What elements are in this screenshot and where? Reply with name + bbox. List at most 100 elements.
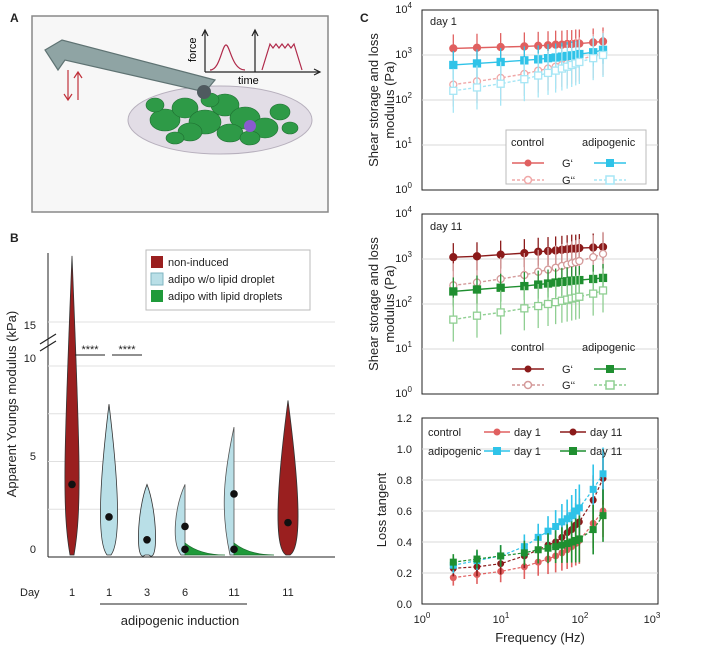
xtick-day-c: 3: [144, 587, 150, 599]
tangent-pt-3-12: [589, 526, 597, 534]
tangent-xtick-1: 101: [493, 611, 510, 626]
xtick-day-d: 6: [182, 587, 188, 599]
tangent-ytick-4: 0.8: [397, 475, 412, 487]
violin-median-1-0: [105, 513, 113, 521]
day1-ytick-3: 103: [395, 46, 412, 61]
violin-chart: 0 5 10 15 Apparent Youngs modulus (kPa) …: [4, 249, 335, 628]
sig-label-2: ****: [118, 344, 136, 356]
tangent-pt-2-8: [563, 515, 571, 523]
day11-marks-pt-3-1: [472, 311, 482, 320]
day11-ylabel-line1: Shear storage and loss: [366, 237, 381, 371]
day1-modulus-chart: day 1 100 101 102 103 104 Shear storage …: [366, 1, 659, 196]
day1-ytick-4: 104: [395, 1, 412, 16]
day1-marks-pt-3-3: [520, 75, 529, 84]
legend-swatch-noninduced: [151, 256, 163, 268]
xtick-day-f: 11: [282, 587, 293, 599]
tangent-xticks: 100 101 102 103: [414, 611, 661, 626]
day1-series: [449, 27, 608, 113]
day11-ytick-2: 102: [395, 295, 412, 310]
tangent-xtick-3: 103: [644, 611, 661, 626]
tangent-legend-a-day1: day 1: [514, 446, 541, 458]
panel-letter-b: B: [10, 231, 19, 245]
day11-marks-pt-3-2: [496, 308, 505, 317]
force-time-plot: [201, 28, 322, 76]
day1-marks-pt-3-2: [496, 79, 505, 88]
day11-marks-pt-3-3: [520, 304, 529, 313]
violin-median-4-1: [230, 545, 238, 554]
day1-title: day 1: [430, 16, 457, 28]
legend-swatch-wo-droplet: [150, 272, 164, 286]
violin-body-0: [64, 255, 80, 556]
day1-marks-pt-2-0: [449, 60, 458, 70]
ytick-label-15: 15: [24, 320, 36, 332]
tangent-legend-c-day11: day 11: [590, 427, 622, 439]
motion-arrows: [63, 70, 83, 102]
tangent-pt-2-9: [568, 512, 576, 520]
nucleus: [244, 120, 256, 132]
legend-swatch-with-droplet: [151, 290, 163, 302]
day11-marks-pt-3-12: [589, 289, 598, 298]
violin-marks: [64, 255, 299, 557]
day11-marks-pt-1-11: [575, 256, 584, 266]
tangent-pt-3-4: [534, 546, 542, 554]
violin-right-half-3: [184, 542, 226, 556]
day11-marks-pt-2-2: [496, 283, 505, 292]
day11-ytick-4: 104: [395, 205, 412, 220]
group-label: adipogenic induction: [121, 613, 240, 628]
tangent-gridlines: [422, 448, 658, 574]
tangent-xlabel: Frequency (Hz): [495, 630, 585, 645]
tangent-pt-2-5: [544, 527, 552, 535]
day1-legend-gpp: G‘‘: [562, 175, 575, 187]
violin-median-2-0: [143, 536, 151, 544]
day11-legend-gpp: G‘‘: [562, 380, 575, 392]
tangent-legend-adipogenic: adipogenic: [428, 446, 482, 458]
tangent-pt-2-7: [558, 518, 566, 526]
tangent-ytick-3: 0.6: [397, 506, 412, 518]
day1-legend-adipogenic: adipogenic: [582, 137, 636, 149]
xtick-day-e: 11: [228, 587, 239, 599]
violin-median-5-0: [284, 518, 292, 527]
tangent-pt-3-7: [558, 541, 566, 549]
day1-ytick-1: 101: [395, 136, 412, 151]
violin-median-3-0: [181, 522, 189, 531]
day1-legend-gp: G‘: [562, 158, 573, 170]
tangent-pt-3-6: [552, 543, 560, 551]
tangent-pt-2-12: [589, 485, 597, 493]
tangent-ytick-6: 1.2: [397, 413, 412, 425]
tangent-legend-a-day11: day 11: [590, 446, 622, 458]
tangent-pt-2-10: [572, 507, 580, 515]
legend-noninduced: non-induced: [168, 257, 229, 269]
day1-legend-frame: [505, 129, 647, 185]
violin-body-2: [138, 483, 156, 557]
xtick-prefix-day: Day: [20, 587, 40, 599]
xtick-day-a: 1: [69, 587, 75, 599]
day1-legend: control adipogenic G‘ G‘‘: [505, 129, 647, 187]
tangent-pt-3-5: [544, 544, 552, 552]
day1-marks-pt-3-4: [534, 71, 543, 80]
tangent-pt-2-13: [599, 470, 607, 478]
day1-marks-pt-3-5: [543, 68, 553, 78]
tangent-pt-2-11: [575, 504, 583, 512]
day1-marks-pt-3-1: [472, 83, 482, 92]
day11-ytick-1: 101: [395, 340, 412, 355]
legend-wo-droplet: adipo w/o lipid droplet: [168, 274, 274, 286]
panel-letter-a: A: [10, 11, 19, 25]
day1-marks-pt-3-0: [449, 86, 458, 95]
violin-left-half-3: [174, 484, 186, 556]
legend-frame: [145, 249, 311, 311]
violin-median-3-1: [181, 545, 189, 554]
day1-yticks: 100 101 102 103 104: [395, 1, 412, 196]
tangent-legend: control adipogenic day 1 day 11 day 1 da…: [428, 427, 622, 458]
day11-marks-pt-3-5: [543, 299, 553, 309]
violin-median-0-0: [68, 480, 76, 489]
day11-title: day 11: [430, 221, 462, 233]
xtick-day-b: 1: [106, 587, 112, 599]
ytick-label-10: 10: [24, 353, 36, 365]
ytick-label-5: 5: [30, 451, 36, 463]
day11-ytick-3: 103: [395, 250, 412, 265]
tangent-pt-3-11: [575, 535, 583, 543]
probe-bead: [197, 85, 211, 99]
tangent-ylabel: Loss tangent: [374, 472, 389, 547]
tangent-ytick-0: 0.0: [397, 599, 412, 611]
day11-marks-pt-3-13: [598, 286, 608, 295]
